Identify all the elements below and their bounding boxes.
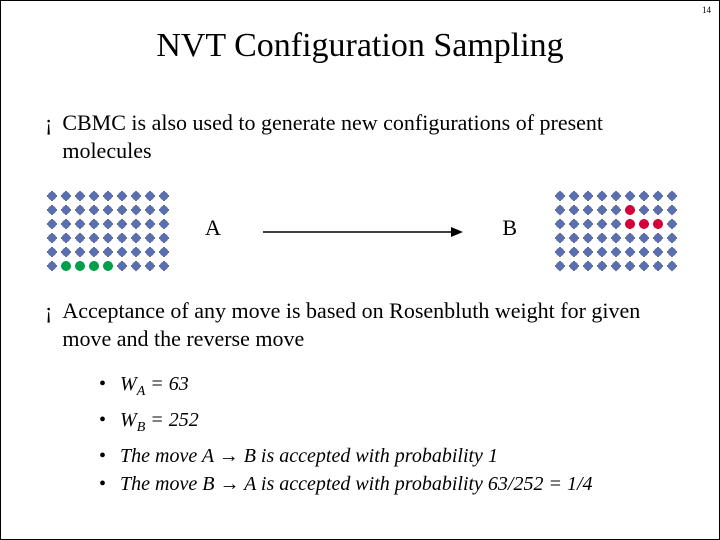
sub-bullet-list: • WA = 63 • WB = 252 • The move A → B is… xyxy=(99,371,719,497)
sub-rest: = 252 xyxy=(145,409,199,431)
sub-item-text: WA = 63 xyxy=(120,371,189,405)
sub-subscript: B xyxy=(137,420,146,435)
bullet-2: ¡ Acceptance of any move is based on Ros… xyxy=(45,297,679,353)
bullet-1-text: CBMC is also used to generate new config… xyxy=(62,109,679,165)
bullet-symbol: ¡ xyxy=(45,109,52,137)
slide-title: NVT Configuration Sampling xyxy=(1,27,719,65)
sub-item: • WB = 252 xyxy=(99,407,719,441)
sub-bullet-symbol: • xyxy=(99,407,106,433)
label-b: B xyxy=(502,215,517,241)
grid-b xyxy=(553,189,679,273)
label-a: A xyxy=(205,215,221,241)
bullet-2-text: Acceptance of any move is based on Rosen… xyxy=(62,297,679,353)
sub-rest: = 63 xyxy=(145,373,189,395)
sub-item-text: WB = 252 xyxy=(120,407,199,441)
sub-item-text: The move B → A is accepted with probabil… xyxy=(120,471,593,497)
sub-item-text: The move A → B is accepted with probabil… xyxy=(120,443,498,469)
sub-item: • The move B → A is accepted with probab… xyxy=(99,471,719,497)
sub-bullet-symbol: • xyxy=(99,371,106,397)
arrow-icon xyxy=(263,225,463,239)
sub-prefix: W xyxy=(120,409,137,431)
grid-a xyxy=(45,189,171,273)
bullet-1: ¡ CBMC is also used to generate new conf… xyxy=(45,109,679,165)
bullet-symbol: ¡ xyxy=(45,297,52,325)
diagram: A B xyxy=(45,183,679,281)
sub-bullet-symbol: • xyxy=(99,471,106,497)
sub-item: • The move A → B is accepted with probab… xyxy=(99,443,719,469)
sub-item: • WA = 63 xyxy=(99,371,719,405)
sub-subscript: A xyxy=(137,384,146,399)
page-number: 14 xyxy=(702,5,711,15)
sub-prefix: W xyxy=(120,373,137,395)
sub-bullet-symbol: • xyxy=(99,443,106,469)
